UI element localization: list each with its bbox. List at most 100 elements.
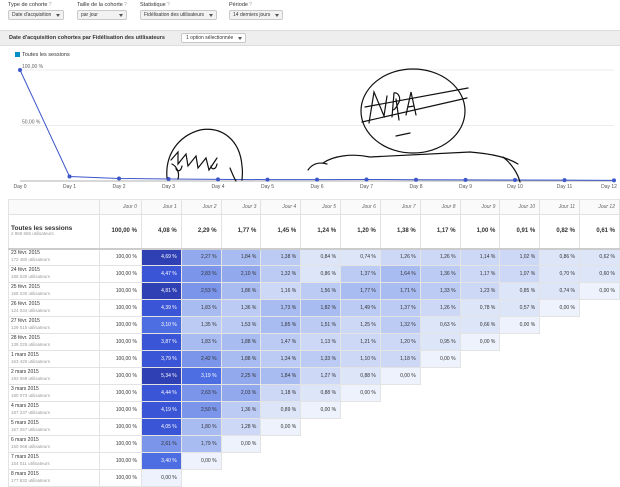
cohort-cell[interactable]: 0,00 % [459,333,501,351]
cohort-cell[interactable]: 0,00 % [180,452,222,470]
cohort-cell[interactable]: 1,33 % [419,282,461,300]
cohort-cell[interactable]: 0,00 % [220,435,262,453]
cohort-cell[interactable]: 100,00 % [98,384,142,402]
cohort-cell[interactable]: 3,87 % [140,333,182,351]
cohort-cell[interactable]: 1,56 % [300,282,342,300]
column-header[interactable]: Jour 9 [459,199,501,215]
cohort-cell[interactable]: 0,85 % [499,282,541,300]
cohort-cell[interactable]: 0,86 % [300,265,342,283]
cohort-cell[interactable]: 100,00 % [98,265,142,283]
cohort-cell[interactable]: 4,69 % [140,248,182,266]
cohort-cell[interactable]: 1,32 % [379,316,421,334]
cohort-cell[interactable]: 1,32 % [260,265,302,283]
data-point[interactable] [315,177,319,182]
cohort-cell[interactable]: 1,35 % [180,316,222,334]
cohort-cell[interactable]: 100,00 % [98,469,142,487]
cohort-cell[interactable]: 2,63 % [180,384,222,402]
data-point[interactable] [562,178,567,183]
cohort-cell[interactable]: 0,78 % [459,299,501,317]
cohort-cell[interactable]: 0,00 % [579,282,620,300]
cohort-cell[interactable]: 1,02 % [499,248,541,266]
cohort-cell[interactable]: 1,83 % [180,333,222,351]
cohort-cell[interactable]: 4,47 % [140,265,182,283]
cohort-cell[interactable]: 0,88 % [340,367,381,385]
cohort-cell[interactable]: 1,18 % [379,350,421,368]
cohort-cell[interactable]: 4,44 % [140,384,182,402]
cohort-cell[interactable]: 2,25 % [220,367,262,385]
cohort-cell[interactable]: 1,49 % [340,299,381,317]
data-point[interactable] [414,177,418,182]
cohort-cell[interactable]: 0,70 % [539,265,581,283]
cohort-cell[interactable]: 2,83 % [180,265,222,283]
column-header[interactable]: Jour 1 [140,199,182,215]
cohort-cell[interactable]: 100,00 % [98,452,142,470]
cohort-cell[interactable]: 1,84 % [220,248,262,266]
cohort-cell[interactable]: 1,26 % [379,248,421,266]
data-point[interactable] [513,177,517,182]
cohort-cell[interactable]: 1,53 % [220,316,262,334]
cohort-cell[interactable]: 0,00 % [260,418,302,436]
data-point[interactable] [364,177,369,182]
segment-selector-button[interactable]: 1 option sélectionnée [181,33,247,43]
cohort-cell[interactable]: 1,86 % [220,282,262,300]
column-header[interactable]: Jour 7 [379,199,421,215]
cohort-cell[interactable]: 100,00 % [98,316,142,334]
cohort-cell[interactable]: 0,57 % [499,299,541,317]
cohort-cell[interactable]: 1,51 % [300,316,342,334]
cohort-cell[interactable]: 100,00 % [98,367,142,385]
cohort-cell[interactable]: 3,40 % [140,452,182,470]
cohort-cell[interactable]: 100,00 % [98,282,142,300]
cohort-cell[interactable]: 1,77 % [340,282,381,300]
cohort-cell[interactable]: 0,00 % [340,384,381,402]
cohort-cell[interactable]: 3,79 % [140,350,182,368]
cohort-cell[interactable]: 2,50 % [180,401,222,419]
metric-dropdown[interactable]: Fidélisation des utilisateurs [140,10,218,20]
column-header[interactable]: Jour 3 [220,199,262,215]
cohort-cell[interactable]: 4,05 % [140,418,182,436]
cohort-cell[interactable]: 1,23 % [459,282,501,300]
cohort-cell[interactable]: 3,10 % [140,316,182,334]
help-icon[interactable]: ? [166,2,170,8]
cohort-cell[interactable]: 1,33 % [300,350,342,368]
column-header[interactable]: Jour 4 [260,199,302,215]
cohort-cell[interactable]: 1,14 % [459,248,501,266]
cohort-cell[interactable]: 100,00 % [98,435,142,453]
cohort-cell[interactable]: 0,89 % [260,401,302,419]
cohort-cell[interactable]: 100,00 % [98,418,142,436]
cohort-cell[interactable]: 1,80 % [180,418,222,436]
cohort-cell[interactable]: 100,00 % [98,333,142,351]
cohort-cell[interactable]: 0,66 % [459,316,501,334]
column-header[interactable]: Jour 12 [579,199,620,215]
data-point[interactable] [612,178,616,183]
cohort-cell[interactable]: 1,88 % [220,350,262,368]
cohort-cell[interactable]: 1,26 % [419,248,461,266]
column-header[interactable]: Jour 2 [180,199,222,215]
cohort-cell[interactable]: 2,10 % [220,265,262,283]
cohort-cell[interactable]: 1,47 % [260,333,302,351]
help-icon[interactable]: ? [248,2,253,8]
cohort-cell[interactable]: 1,20 % [379,333,421,351]
cohort-cell[interactable]: 1,83 % [180,299,222,317]
help-icon[interactable]: ? [48,2,52,8]
cohort-cell[interactable]: 1,17 % [459,265,501,283]
cohort-size-dropdown[interactable]: par jour [77,10,127,20]
data-point[interactable] [18,68,22,72]
cohort-cell[interactable]: 0,74 % [340,248,381,266]
cohort-cell[interactable]: 1,71 % [379,282,421,300]
cohort-cell[interactable]: 100,00 % [98,299,142,317]
cohort-cell[interactable]: 0,00 % [499,316,541,334]
cohort-cell[interactable]: 1,10 % [340,350,381,368]
cohort-cell[interactable]: 0,00 % [300,401,342,419]
cohort-cell[interactable]: 2,53 % [180,282,222,300]
cohort-cell[interactable]: 4,39 % [140,299,182,317]
cohort-cell[interactable]: 0,63 % [419,316,461,334]
cohort-cell[interactable]: 1,85 % [260,316,302,334]
cohort-cell[interactable]: 0,60 % [579,265,620,283]
cohort-cell[interactable]: 100,00 % [98,248,142,266]
cohort-cell[interactable]: 1,26 % [419,299,461,317]
cohort-cell[interactable]: 1,18 % [260,384,302,402]
data-point[interactable] [463,177,468,182]
cohort-cell[interactable]: 1,07 % [499,265,541,283]
cohort-cell[interactable]: 0,95 % [419,333,461,351]
cohort-cell[interactable]: 1,36 % [220,401,262,419]
